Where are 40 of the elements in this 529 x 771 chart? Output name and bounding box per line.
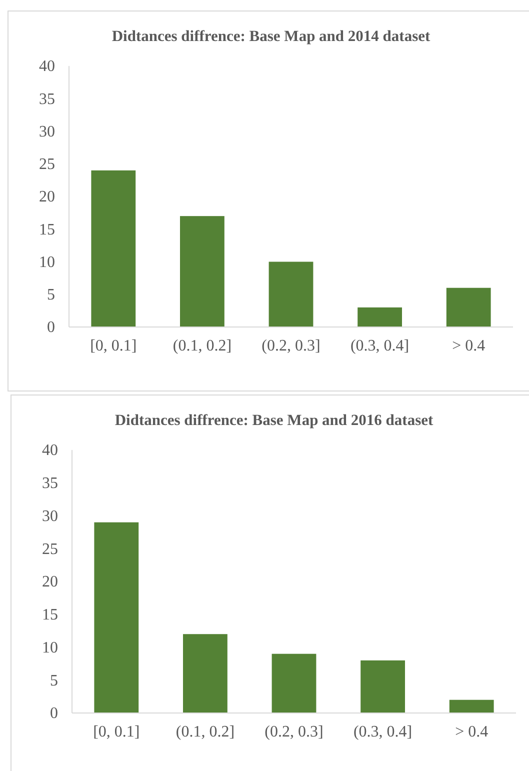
y-tick-label: 5 (50, 672, 58, 690)
chart-title: Didtances diffrence: Base Map and 2016 dataset (114, 412, 434, 429)
y-tick-label: 25 (39, 156, 55, 173)
bar (272, 654, 316, 713)
bar (449, 700, 494, 713)
y-tick-label: 35 (42, 474, 58, 492)
y-tick-label: 15 (42, 606, 58, 624)
bar (360, 660, 405, 713)
y-tick-label: 40 (39, 58, 55, 76)
bar (183, 634, 228, 713)
chart-title: Didtances diffrence: Base Map and 2014 dataset (112, 28, 431, 45)
y-tick-label: 25 (42, 540, 58, 558)
x-tick-label: (0.3, 0.4] (350, 337, 410, 354)
y-tick-label: 30 (42, 508, 58, 525)
bar (94, 522, 139, 713)
y-tick-label: 40 (42, 442, 58, 460)
bar (180, 216, 224, 327)
y-tick-label: 20 (39, 188, 55, 206)
x-tick-label: [0, 0.1] (90, 337, 137, 354)
y-tick-label: 0 (47, 319, 55, 336)
bar (446, 288, 491, 327)
x-tick-label: (0.1, 0.2] (172, 337, 232, 354)
x-tick-label: > 0.4 (455, 723, 488, 740)
y-tick-label: 5 (47, 286, 55, 304)
y-tick-label: 30 (39, 123, 55, 140)
x-tick-label: (0.2, 0.3] (264, 723, 324, 740)
bar (358, 307, 402, 327)
y-tick-label: 35 (39, 90, 55, 108)
x-tick-label: (0.1, 0.2] (176, 723, 235, 740)
x-tick-label: > 0.4 (452, 337, 486, 354)
y-tick-label: 10 (42, 639, 58, 656)
x-tick-label: (0.2, 0.3] (262, 337, 320, 354)
x-tick-label: [0, 0.1] (93, 723, 140, 740)
y-tick-label: 0 (50, 705, 58, 722)
y-tick-label: 10 (39, 254, 55, 271)
bar (91, 170, 136, 327)
bar (268, 262, 314, 327)
y-tick-label: 20 (42, 574, 58, 591)
y-tick-label: 15 (39, 221, 55, 238)
x-tick-label: (0.3, 0.4] (353, 723, 412, 740)
